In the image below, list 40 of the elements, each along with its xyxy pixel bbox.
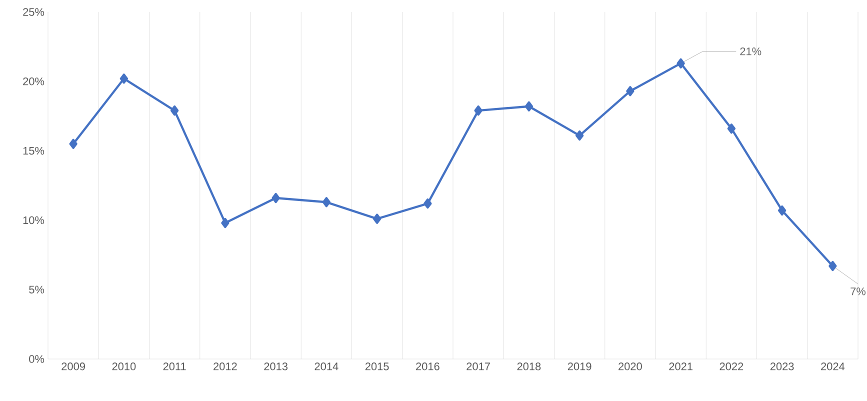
point <box>170 105 179 116</box>
point <box>575 130 584 141</box>
x-tick-label: 2024 <box>821 362 845 370</box>
y-tick-label: 5% <box>29 286 44 294</box>
x-tick-label: 2023 <box>770 362 794 370</box>
point <box>372 214 382 224</box>
point <box>69 138 78 149</box>
x-tick-label: 2019 <box>568 362 592 370</box>
x-tick-label: 2015 <box>365 362 389 370</box>
point <box>778 205 786 216</box>
x-tick-label: 2011 <box>163 362 186 370</box>
x-tick-label: 2012 <box>214 362 237 370</box>
x-tick-label: 2013 <box>264 362 288 370</box>
point <box>474 105 482 116</box>
point <box>727 124 736 134</box>
x-tick-label: 2016 <box>416 362 440 370</box>
y-tick-label: 10% <box>23 216 44 224</box>
x-tick-label: 2010 <box>112 362 136 370</box>
x-tick-label: 2017 <box>466 362 490 370</box>
point <box>424 198 432 209</box>
point <box>524 101 534 112</box>
y-tick-label: 0% <box>29 355 44 363</box>
point <box>322 197 331 208</box>
point <box>828 260 837 272</box>
x-tick-label: 2018 <box>517 362 541 370</box>
x-tick-label: 2020 <box>618 362 642 370</box>
y-tick-label: 25% <box>23 8 44 16</box>
point <box>272 192 280 204</box>
y-tick-label: 15% <box>23 146 44 155</box>
y-tick-label: 20% <box>23 78 44 86</box>
point <box>626 86 634 96</box>
point <box>676 58 685 68</box>
x-tick-label: 2021 <box>669 362 692 370</box>
annotation: 21% <box>740 48 762 56</box>
point <box>221 218 230 228</box>
x-tick-label: 2009 <box>62 362 85 370</box>
point <box>120 74 128 84</box>
x-tick-label: 2014 <box>314 362 338 370</box>
annotation: 7% <box>850 288 866 296</box>
x-tick-label: 2022 <box>720 362 744 370</box>
